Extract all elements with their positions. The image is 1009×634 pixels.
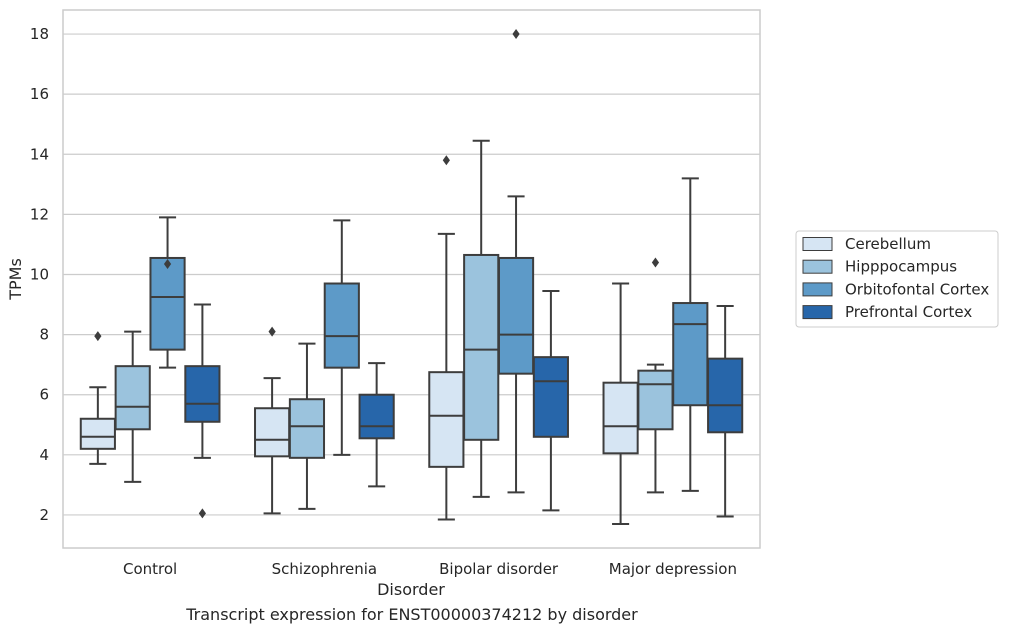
box-iqr bbox=[637, 369, 674, 431]
x-tick-label: Major depression bbox=[609, 560, 737, 578]
box-iqr bbox=[602, 381, 639, 455]
legend-swatch bbox=[802, 305, 833, 320]
figure-caption: Transcript expression for ENST0000037421… bbox=[186, 605, 638, 624]
x-tick-label: Bipolar disorder bbox=[439, 560, 559, 578]
box-2-2 bbox=[497, 29, 535, 494]
y-tick-label: 10 bbox=[30, 265, 49, 283]
legend-item: Prefrontal Cortex bbox=[802, 303, 972, 321]
boxes bbox=[79, 29, 744, 525]
box-iqr bbox=[254, 407, 291, 458]
box-0-2 bbox=[149, 216, 186, 369]
outlier-point bbox=[94, 331, 102, 342]
legend: Cerebellum Hipppocampus Orbitofontal Corte… bbox=[795, 230, 999, 328]
outlier-point bbox=[442, 155, 450, 166]
legend-item: Hipppocampus bbox=[802, 258, 957, 276]
plot-frame bbox=[62, 9, 761, 549]
y-tick-labels: 2 4 6 8 10 12 14 16 18 bbox=[30, 25, 49, 524]
box-1-3 bbox=[358, 362, 395, 488]
y-tick-label: 16 bbox=[30, 85, 49, 103]
legend-swatch bbox=[802, 282, 833, 297]
box-2-1 bbox=[463, 139, 500, 498]
y-tick-label: 2 bbox=[39, 506, 49, 524]
box-iqr bbox=[428, 371, 465, 468]
box-iqr bbox=[79, 417, 116, 450]
x-axis-title: Disorder bbox=[377, 580, 445, 599]
y-axis-title: TPMs bbox=[6, 258, 25, 301]
legend-swatch bbox=[802, 259, 833, 274]
box-iqr bbox=[114, 365, 151, 431]
outlier-point bbox=[512, 29, 520, 40]
legend-item: Orbitofontal Cortex bbox=[802, 280, 989, 298]
y-tick-label: 8 bbox=[39, 326, 49, 344]
box-1-0 bbox=[254, 326, 291, 515]
y-tick-label: 4 bbox=[39, 446, 49, 464]
legend-item: Cerebellum bbox=[802, 235, 931, 253]
legend-label: Prefrontal Cortex bbox=[845, 303, 972, 321]
box-3-0 bbox=[602, 282, 639, 525]
x-tick-label: Control bbox=[123, 560, 177, 578]
box-3-3 bbox=[707, 305, 744, 518]
box-0-0 bbox=[79, 331, 116, 465]
box-2-3 bbox=[532, 290, 569, 512]
box-iqr bbox=[358, 393, 395, 440]
box-iqr bbox=[707, 357, 744, 434]
y-tick-label: 12 bbox=[30, 205, 49, 223]
box-2-0 bbox=[428, 155, 465, 521]
box-3-1 bbox=[637, 257, 674, 494]
box-3-2 bbox=[672, 177, 709, 492]
box-0-1 bbox=[114, 330, 151, 483]
outlier-point bbox=[163, 258, 172, 269]
x-tick-label: Schizophrenia bbox=[272, 560, 377, 578]
outlier-point bbox=[651, 257, 660, 268]
legend-label: Cerebellum bbox=[845, 235, 931, 253]
legend-label: Orbitofontal Cortex bbox=[845, 280, 989, 298]
legend-frame bbox=[795, 230, 999, 328]
box-iqr bbox=[672, 302, 709, 407]
outlier-point bbox=[268, 326, 276, 337]
y-tick-label: 14 bbox=[30, 145, 49, 163]
box-iqr bbox=[184, 365, 221, 423]
x-tick-labels: Control Schizophrenia Bipolar disorder Majo… bbox=[123, 560, 737, 578]
y-tick-label: 6 bbox=[39, 386, 49, 404]
box-0-3 bbox=[184, 303, 221, 519]
box-iqr bbox=[532, 356, 569, 438]
legend-swatch bbox=[802, 237, 833, 251]
box-iqr bbox=[323, 282, 360, 369]
box-iqr bbox=[463, 253, 500, 441]
legend-label: Hipppocampus bbox=[845, 258, 957, 276]
y-tick-label: 18 bbox=[30, 25, 49, 43]
box-iqr bbox=[288, 398, 326, 459]
box-1-2 bbox=[323, 219, 360, 456]
box-iqr bbox=[497, 256, 535, 375]
box-iqr bbox=[149, 256, 186, 351]
outlier-point bbox=[198, 508, 206, 519]
box-1-1 bbox=[288, 342, 326, 510]
